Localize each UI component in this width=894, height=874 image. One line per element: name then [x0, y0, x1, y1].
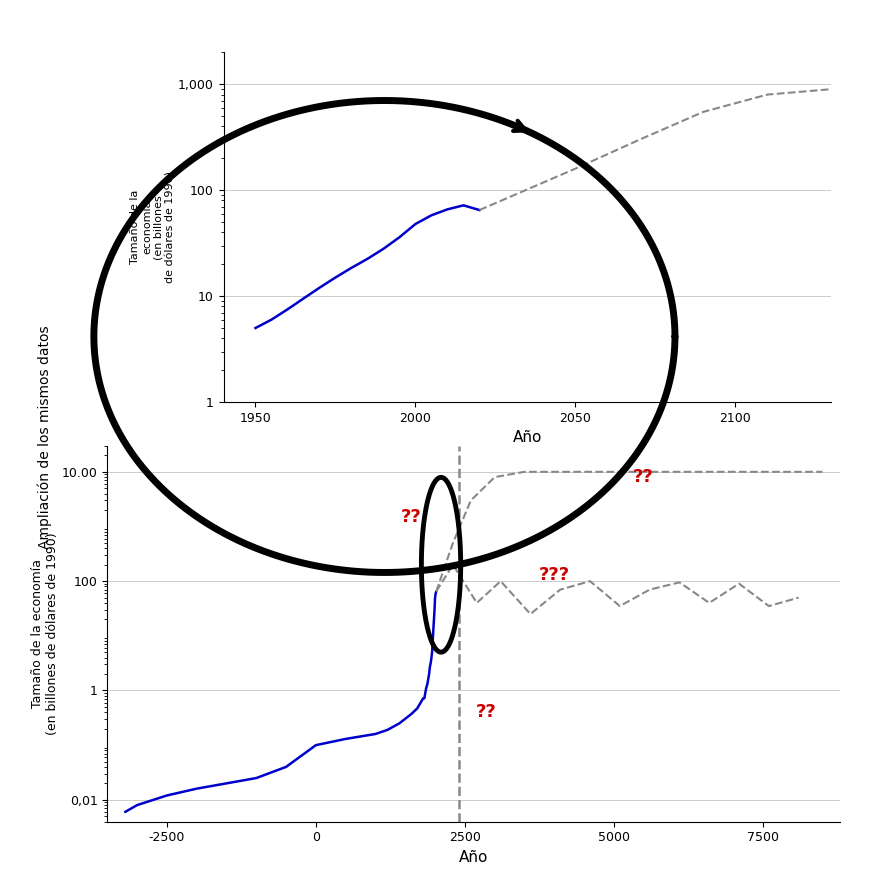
- Y-axis label: Tamaño de la
economía
(en billones
de dólares de 1990): Tamaño de la economía (en billones de dó…: [131, 171, 175, 283]
- Text: Ampliación de los mismos datos: Ampliación de los mismos datos: [38, 325, 52, 549]
- Text: ???: ???: [539, 566, 569, 584]
- Y-axis label: Tamaño de la economía
(en billones de dólares de 1990): Tamaño de la economía (en billones de dó…: [31, 532, 59, 735]
- Text: ??: ??: [633, 468, 654, 486]
- Text: ??: ??: [476, 704, 496, 721]
- X-axis label: Año: Año: [460, 850, 488, 865]
- X-axis label: Año: Año: [513, 430, 542, 446]
- Text: ??: ??: [401, 508, 422, 526]
